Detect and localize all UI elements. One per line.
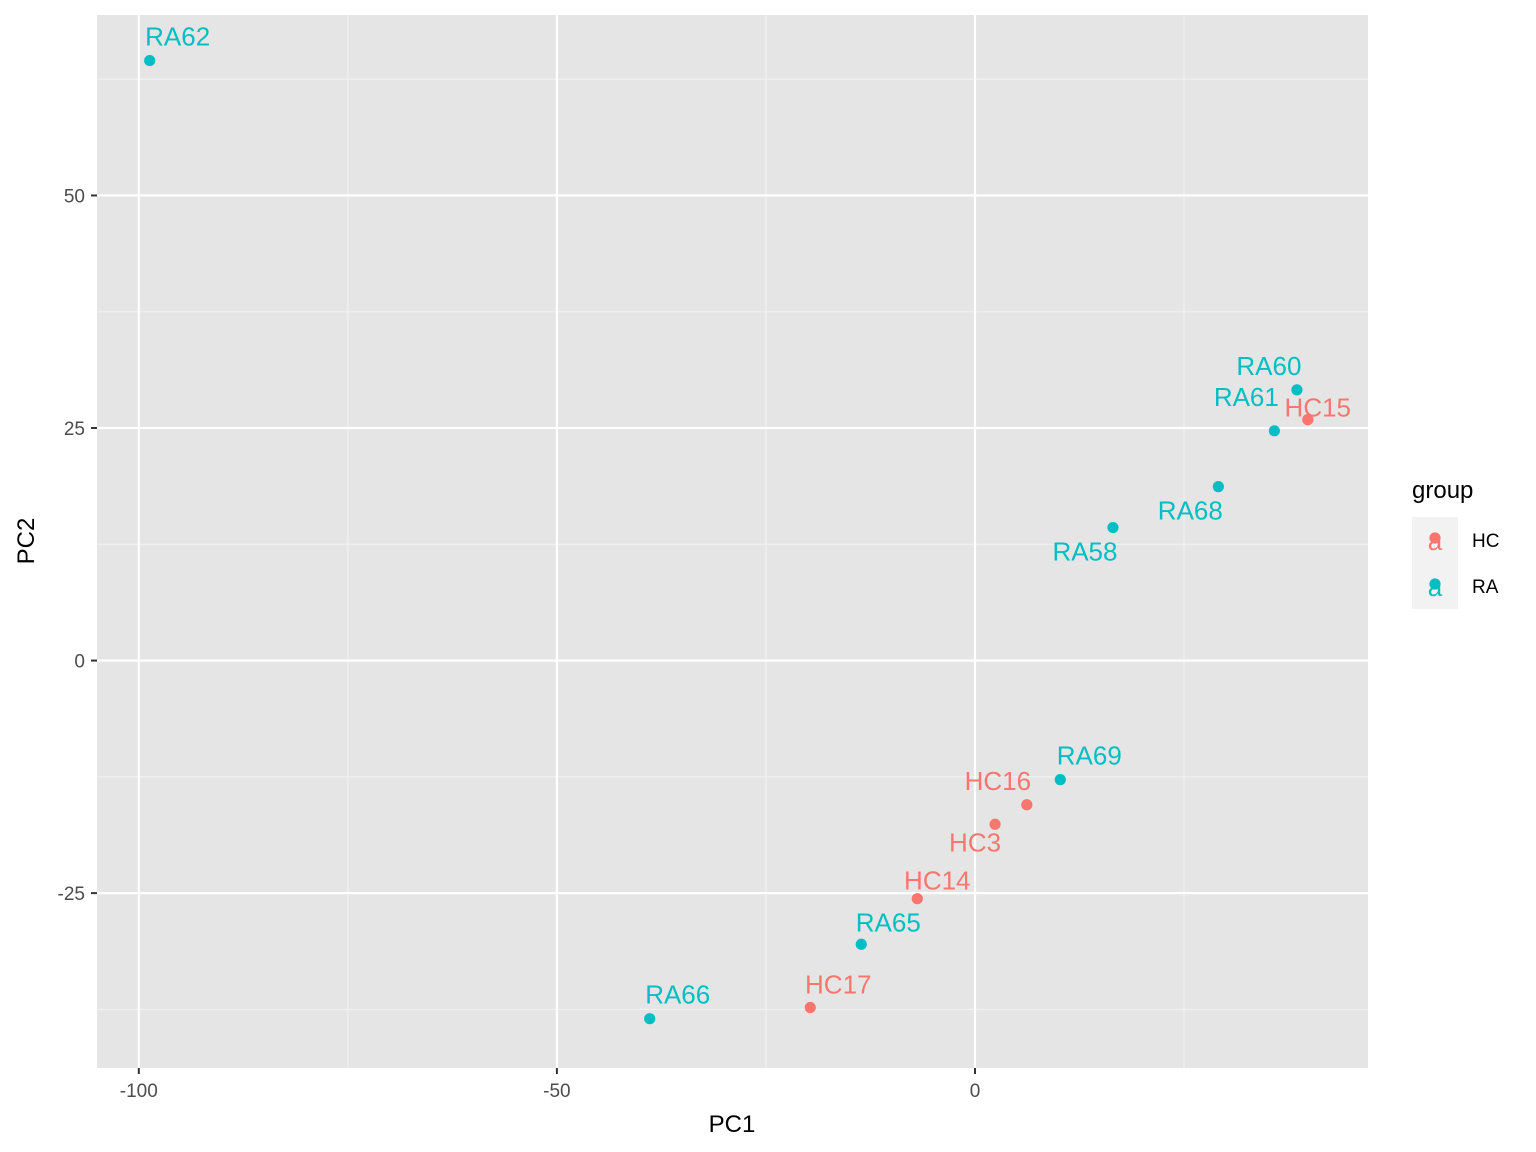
legend-point-hc: [1429, 532, 1441, 544]
y-axis-title: PC2: [13, 518, 40, 565]
grid-minor: [97, 15, 1368, 1068]
point-ra61: [1268, 425, 1280, 437]
y-tick-label: 25: [64, 419, 85, 440]
point-label-ra61: RA61: [1214, 382, 1279, 412]
x-tick-label: -100: [120, 1081, 158, 1102]
point-ra60: [1291, 384, 1303, 396]
point-hc16: [1021, 799, 1033, 811]
point-label-ra58: RA58: [1052, 537, 1117, 567]
panel-background: [97, 15, 1368, 1068]
point-ra69: [1054, 774, 1066, 786]
y-tick-label: 0: [74, 652, 85, 673]
point-label-ra68: RA68: [1158, 496, 1223, 526]
point-label-hc17: HC17: [805, 970, 871, 1000]
point-hc15: [1302, 414, 1314, 426]
grid-major: [97, 15, 1368, 1068]
point-ra68: [1212, 481, 1224, 493]
legend-label-ra: RA: [1472, 577, 1499, 598]
point-label-hc15: HC15: [1285, 393, 1351, 423]
point-label-ra65: RA65: [856, 907, 921, 937]
axis-ticks: [91, 194, 976, 1074]
point-label-ra66: RA66: [645, 980, 710, 1010]
point-label-hc16: HC16: [965, 766, 1031, 796]
point-label-ra62: RA62: [145, 22, 210, 52]
legend: group a HC a RA: [1412, 477, 1499, 609]
point-label-ra60: RA60: [1236, 351, 1301, 381]
legend-glyph-hc: a: [1428, 526, 1443, 556]
y-tick-label: 50: [64, 186, 85, 207]
legend-entries: a HC a RA: [1412, 517, 1499, 609]
x-tick-labels: -100 -50 0: [120, 1081, 980, 1102]
y-tick-labels: -25 0 25 50: [58, 186, 85, 905]
point-ra62: [144, 54, 156, 67]
legend-label-hc: HC: [1472, 531, 1499, 552]
point-label-hc3: HC3: [949, 827, 1001, 857]
legend-title: group: [1412, 477, 1473, 504]
x-tick-label: 0: [970, 1081, 981, 1102]
data-points: [144, 54, 1314, 1025]
point-ra66: [644, 1013, 656, 1025]
point-hc3: [989, 818, 1001, 830]
point-ra65: [855, 938, 867, 950]
point-label-ra69: RA69: [1057, 741, 1122, 771]
y-tick-label: -25: [58, 884, 85, 905]
point-label-hc14: HC14: [904, 866, 970, 896]
point-hc17: [804, 1001, 816, 1014]
legend-point-ra: [1429, 578, 1441, 590]
point-hc14: [911, 893, 923, 905]
x-axis-title: PC1: [709, 1111, 756, 1138]
point-ra58: [1107, 521, 1119, 534]
x-tick-label: -50: [543, 1081, 570, 1102]
legend-glyph-ra: a: [1428, 572, 1443, 602]
